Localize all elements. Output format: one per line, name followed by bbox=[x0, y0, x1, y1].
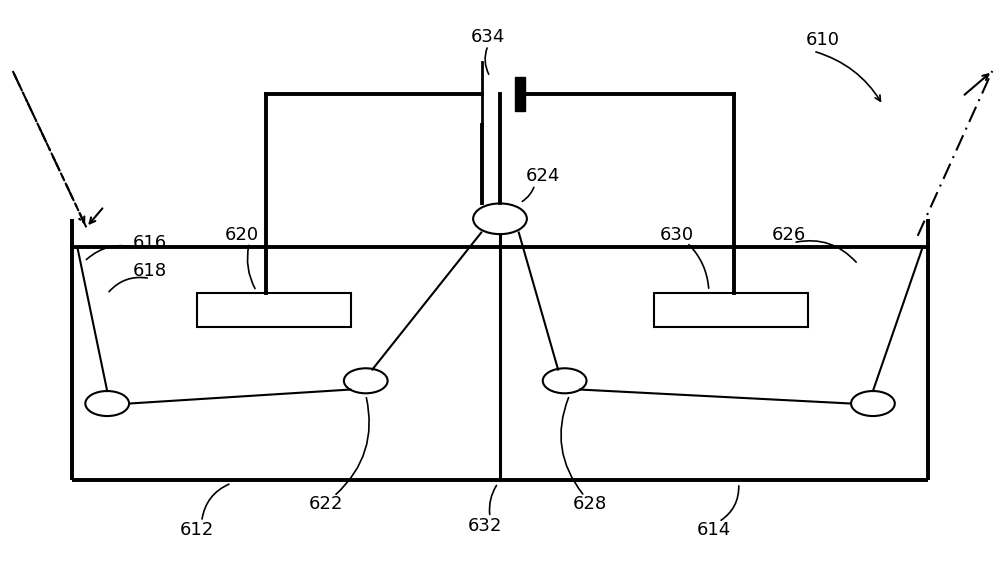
Text: 620: 620 bbox=[224, 226, 259, 244]
Text: 612: 612 bbox=[180, 521, 214, 540]
Text: 622: 622 bbox=[309, 495, 343, 513]
Text: 634: 634 bbox=[471, 28, 505, 46]
Bar bbox=[654, 293, 808, 327]
Text: 632: 632 bbox=[468, 517, 502, 535]
Text: 614: 614 bbox=[697, 521, 731, 540]
Text: 624: 624 bbox=[526, 167, 560, 185]
Text: 610: 610 bbox=[806, 31, 840, 49]
Text: 626: 626 bbox=[771, 226, 806, 244]
Text: 630: 630 bbox=[660, 226, 694, 244]
Bar bbox=[197, 293, 351, 327]
Text: 616: 616 bbox=[133, 234, 167, 251]
Text: 628: 628 bbox=[572, 495, 607, 513]
Text: 618: 618 bbox=[133, 262, 167, 280]
Bar bbox=[515, 77, 525, 111]
